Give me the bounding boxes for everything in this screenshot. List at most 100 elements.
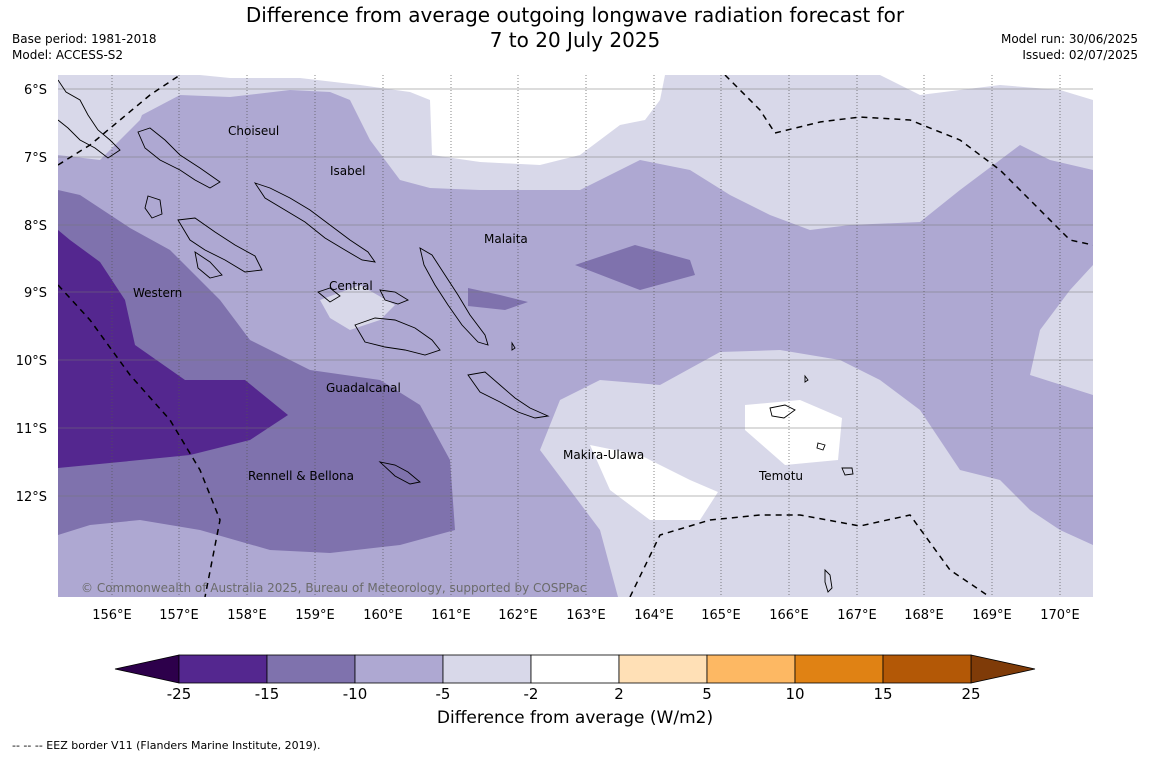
colorbar-over-arrow [970,654,1036,684]
lat-label: 11°S [16,422,47,437]
lat-gridlines [58,88,1093,497]
lat-label: 8°S [24,219,47,234]
colorbar-swatch [530,654,620,684]
copyright-note: © Commonwealth of Australia 2025, Bureau… [81,581,586,595]
region-label-isabel: Isabel [330,164,365,178]
band-minus25-minus15 [58,230,288,468]
bougainville-island [58,79,121,159]
coastlines [58,79,854,593]
colorbar-tick-label: 5 [702,685,712,703]
colorbar-ticks: -25 -15 -10 -5 -2 2 5 10 15 25 [167,685,981,703]
small-island-2 [804,374,809,383]
band-top-white [200,75,665,165]
makira-island [467,371,550,419]
colorbar-label: Difference from average (W/m2) [436,708,714,728]
region-label-temotu: Temotu [758,469,803,483]
rendova-island [194,251,223,279]
model-run: Model run: 30/06/2025 [1000,32,1138,46]
lon-label: 162°E [498,608,538,623]
lat-label: 7°S [24,151,47,166]
small-island-1 [824,568,833,593]
vella-lavella-island [144,195,163,219]
lon-label: 163°E [566,608,606,623]
lat-label: 10°S [16,354,47,369]
colorbar-tick-label: 2 [614,685,624,703]
small-island-3 [511,341,516,351]
colorbar-swatch [882,654,972,684]
lon-label: 165°E [701,608,741,623]
region-label-guadalcanal: Guadalcanal [326,381,401,395]
lon-label: 158°E [227,608,267,623]
band-top-right-white [880,75,1093,100]
colorbar-tick-label: 15 [873,685,892,703]
lon-label: 170°E [1040,608,1080,623]
model-name: Model: ACCESS-S2 [12,48,124,62]
band-makira-white [590,445,718,520]
title-line-1: Difference from average outgoing longwav… [245,3,905,27]
band-minus15-minus10 [58,190,455,553]
colorbar-swatch [266,654,356,684]
colorbar-swatch [618,654,708,684]
colorbar-tick-label: 25 [961,685,980,703]
lon-gridlines [111,75,1061,597]
colorbar-tick-label: -15 [255,685,280,703]
colorbar-tick-label: -2 [524,685,539,703]
lat-label: 9°S [24,286,47,301]
region-label-rennell: Rennell & Bellona [248,469,354,483]
eez-borders [58,75,1093,597]
colorbar-tick-label: 10 [785,685,804,703]
lon-label: 169°E [972,608,1012,623]
lat-axis: 6°S 7°S 8°S 9°S 10°S 11°S 12°S [16,83,47,505]
region-labels: Choiseul Isabel Malaita Central Western … [133,124,803,483]
lat-label: 12°S [16,490,47,505]
region-label-central: Central [329,279,373,293]
chart-title: Difference from average outgoing longwav… [0,3,1150,53]
band-minus15-minus10-east [575,245,695,290]
issue-info: Model run: 30/06/2025 Issued: 02/07/2025 [1001,31,1138,63]
colorbar-under-arrow [114,654,180,684]
colorbar [114,654,1036,684]
lon-label: 166°E [769,608,809,623]
colorbar-tick-label: -10 [343,685,368,703]
lon-label: 167°E [837,608,877,623]
region-label-choiseul: Choiseul [228,124,279,138]
colorbar-swatch [178,654,268,684]
region-label-western: Western [133,286,182,300]
forecast-map [58,75,1093,597]
region-label-malaita: Malaita [484,232,528,246]
florida-islands [317,287,409,305]
lon-label: 168°E [904,608,944,623]
colorbar-tick-label: -5 [436,685,451,703]
isabel-island [253,182,376,263]
tikopia-island [841,467,854,476]
lon-label: 160°E [363,608,403,623]
lon-label: 161°E [431,608,471,623]
santa-cruz-island [769,404,796,419]
lon-label: 157°E [159,608,199,623]
malaita-island [419,247,489,346]
model-info: Base period: 1981-2018 Model: ACCESS-S2 [12,31,157,63]
eez-legend-note: -- -- -- EEZ border V11 (Flanders Marine… [12,739,321,752]
title-line-2: 7 to 20 July 2025 [489,28,661,52]
colorbar-swatch [354,654,444,684]
lon-label: 159°E [295,608,335,623]
colorbar-tick-label: -25 [167,685,192,703]
lon-axis: 156°E 157°E 158°E 159°E 160°E 161°E 162°… [92,608,1080,623]
rennell-island [378,461,422,485]
base-period: Base period: 1981-2018 [12,32,157,46]
issued-date: Issued: 02/07/2025 [1022,48,1138,62]
new-georgia-island [177,217,263,273]
band-minus15-minus10-central [468,288,528,310]
band-temotu-white [745,400,842,465]
colorbar-swatch [794,654,884,684]
lon-label: 156°E [92,608,132,623]
lat-label: 6°S [24,83,47,98]
guadalcanal-island [354,317,441,356]
choiseul-island [137,127,221,189]
vanikoro-island [816,442,826,451]
colorbar-swatch [706,654,796,684]
colorbar-swatch [442,654,532,684]
region-label-makira: Makira-Ulawa [563,448,644,462]
lon-label: 164°E [634,608,674,623]
